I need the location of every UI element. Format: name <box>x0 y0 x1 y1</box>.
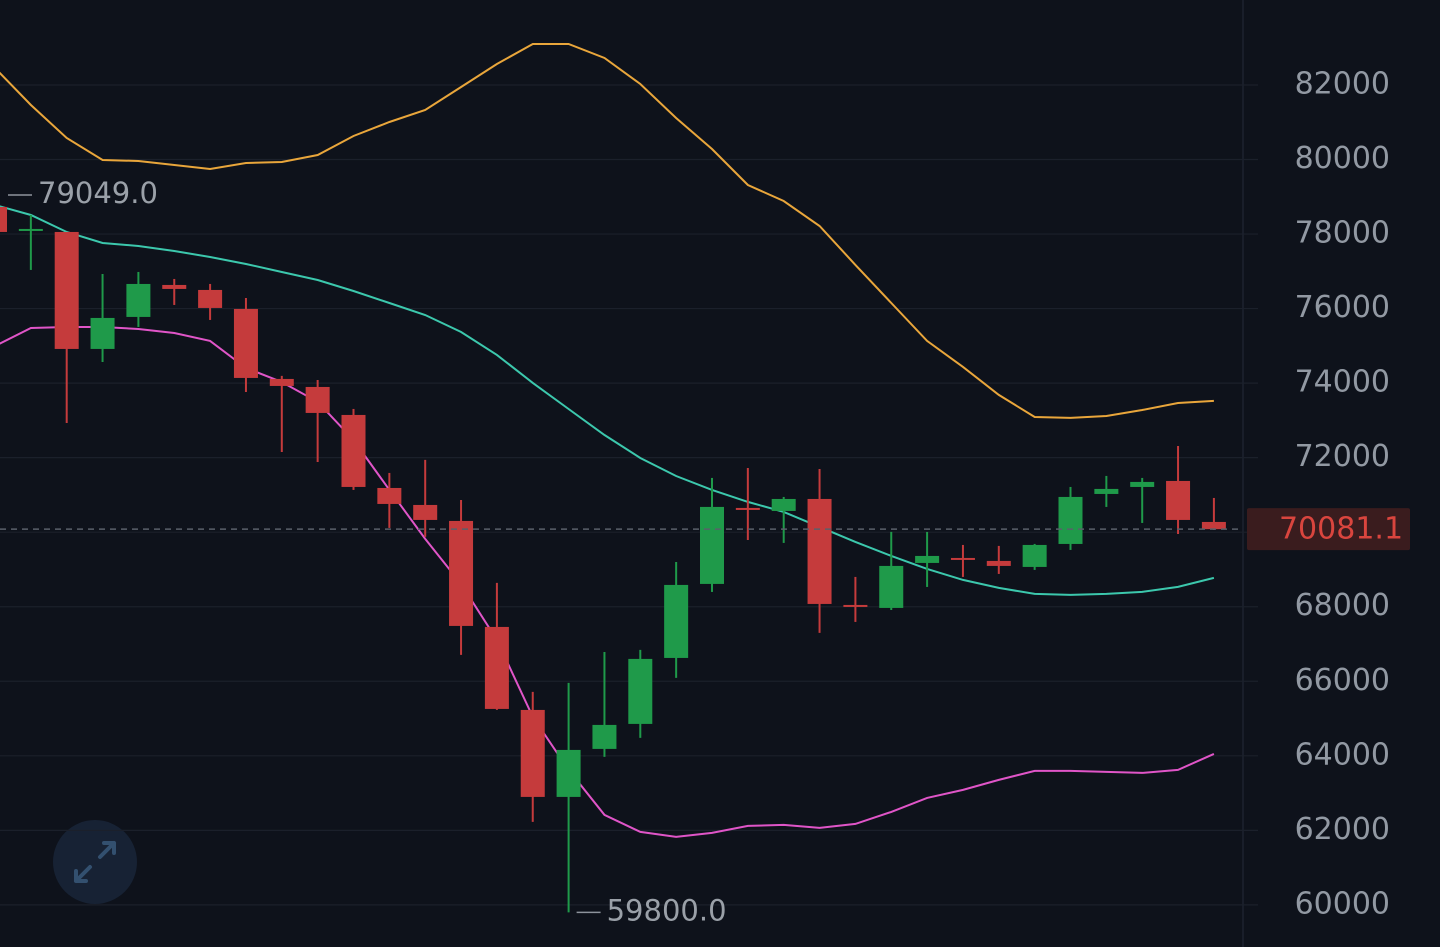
band-line <box>0 43 1214 419</box>
candle-body <box>915 555 940 563</box>
candle-body <box>520 709 545 797</box>
candle-body <box>413 504 438 520</box>
band-line <box>0 205 1215 596</box>
candle-body <box>233 308 258 378</box>
candle-body <box>700 506 724 584</box>
candles <box>0 206 1226 913</box>
grid <box>0 84 1258 906</box>
candle-body <box>592 724 617 749</box>
candle-body <box>1201 521 1226 530</box>
expand-icon[interactable] <box>74 841 116 883</box>
annotation-label: 79049.0 <box>38 176 158 210</box>
last-price-label: 70081.1 <box>1279 512 1403 547</box>
candle-body <box>484 626 509 709</box>
candle-body <box>1130 481 1155 487</box>
last-price-box <box>1247 508 1410 551</box>
candle-body <box>54 231 79 349</box>
candle-body <box>879 565 904 608</box>
candle-body <box>269 378 294 386</box>
y-tick-label: 68000 <box>1295 588 1390 623</box>
y-tick-label: 60000 <box>1295 886 1390 921</box>
candle-body <box>1022 544 1047 567</box>
candle-body <box>807 498 832 604</box>
annotation-label: 59800.0 <box>607 893 727 927</box>
candle-body <box>771 498 796 511</box>
expand-button[interactable] <box>53 820 137 904</box>
candle-body <box>377 487 402 504</box>
candle-body <box>556 749 581 797</box>
candle-body <box>162 284 187 289</box>
candle-body <box>341 414 366 487</box>
candle-body <box>1166 480 1191 520</box>
candle-body <box>198 289 223 308</box>
y-tick-label: 78000 <box>1295 216 1390 251</box>
candle-body <box>90 317 115 349</box>
y-tick-label: 62000 <box>1295 812 1390 847</box>
y-tick-label: 82000 <box>1295 66 1390 101</box>
candle-body <box>664 584 689 658</box>
candle-body <box>126 283 151 317</box>
candle-body <box>843 604 868 607</box>
candle-body <box>986 560 1011 566</box>
y-tick-label: 76000 <box>1295 290 1390 325</box>
y-tick-label: 74000 <box>1295 365 1390 400</box>
y-tick-label: 72000 <box>1295 439 1390 474</box>
y-tick-label: 66000 <box>1295 663 1390 698</box>
candle-body <box>735 507 760 510</box>
candle-body <box>305 386 330 413</box>
candle-body <box>1058 496 1083 544</box>
band-line <box>0 326 1215 838</box>
y-tick-label: 64000 <box>1295 737 1390 772</box>
candle-body <box>628 658 653 724</box>
expand-button-bg[interactable] <box>53 820 137 904</box>
candle-body <box>449 520 474 626</box>
candle-body <box>0 206 7 232</box>
candle-body <box>950 557 975 560</box>
candle-body <box>1094 488 1119 494</box>
y-tick-label: 80000 <box>1295 141 1390 176</box>
candle-body <box>18 228 43 231</box>
